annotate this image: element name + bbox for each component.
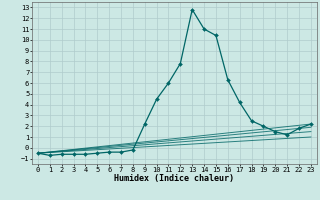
X-axis label: Humidex (Indice chaleur): Humidex (Indice chaleur) xyxy=(115,174,234,183)
